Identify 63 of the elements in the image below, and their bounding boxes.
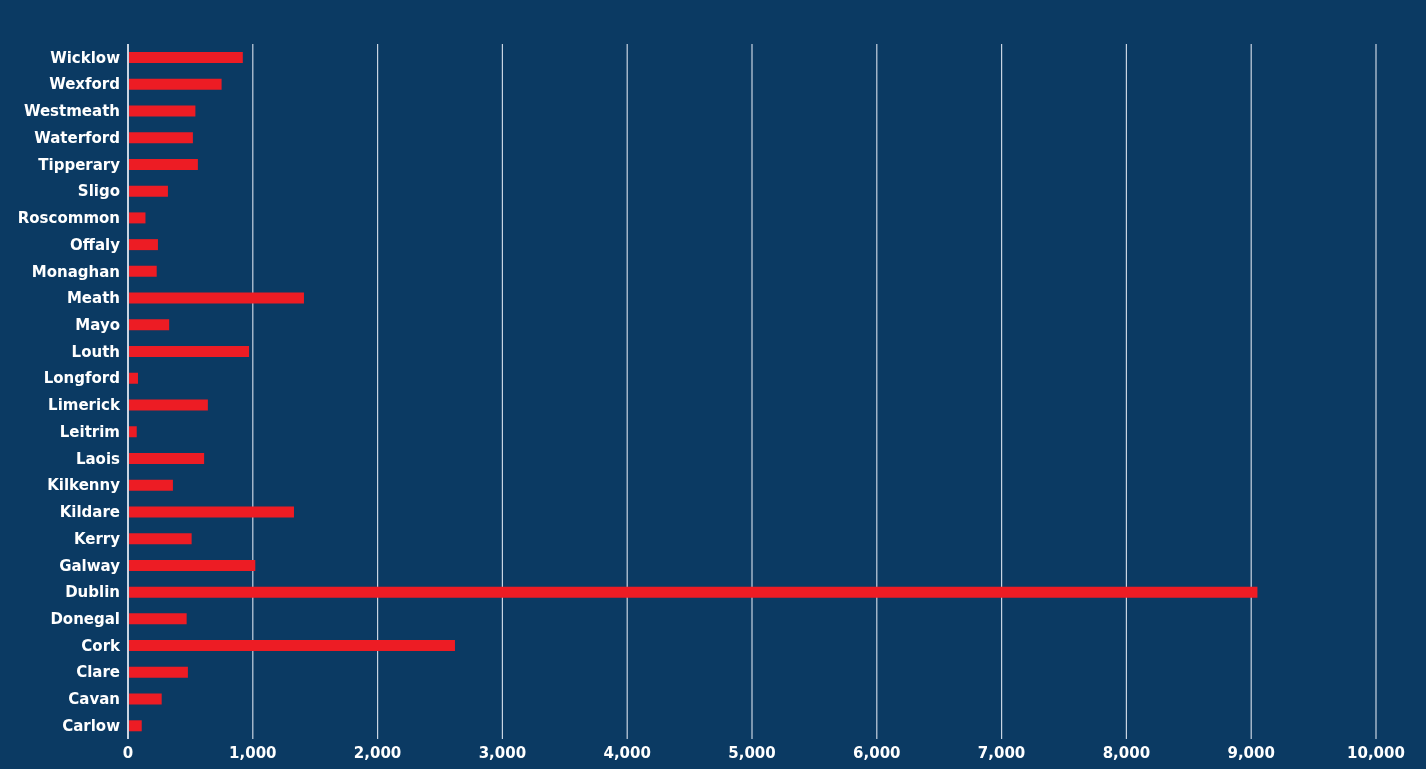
bar [128,346,250,358]
y-tick-label: Donegal [50,610,120,629]
y-tick-label: Sligo [77,182,120,201]
y-tick-label: Cork [81,636,122,655]
y-tick-label: Wexford [49,75,120,94]
y-tick-label: Cavan [68,690,120,709]
bar [128,613,187,625]
y-tick-label: Waterford [34,128,120,147]
bar [128,693,162,705]
y-tick-label: Offaly [70,235,121,254]
x-tick-label: 9,000 [1227,743,1275,762]
y-tick-label: Galway [59,556,121,575]
x-tick-label: 1,000 [229,743,277,762]
bar [128,132,193,144]
y-tick-label: Kilkenny [47,476,121,495]
bar [128,666,188,678]
bar [128,212,146,224]
y-tick-label: Leitrim [59,422,120,441]
bar [128,372,138,384]
bar [128,720,142,732]
y-tick-label: Louth [71,342,120,361]
x-tick-label: 7,000 [977,743,1026,762]
bar [128,559,256,571]
bar [128,533,192,545]
x-tick-label: 5,000 [728,743,776,762]
bar [128,399,208,411]
bar [128,105,196,117]
y-tick-label: Limerick [48,396,122,415]
y-tick-label: Laois [75,449,121,468]
bar [128,78,222,90]
bar [128,158,198,170]
y-tick-label: Clare [76,663,120,682]
bar [128,479,173,491]
y-tick-label: Mayo [75,316,120,334]
y-tick-label: Wicklow [50,48,121,67]
y-tick-label: Dublin [65,583,120,602]
bar [128,426,137,438]
bar [128,506,294,518]
y-tick-label: Monaghan [31,262,120,281]
y-tick-label: Kildare [59,503,120,522]
y-tick-label: Roscommon [17,209,120,228]
x-tick-label: 3,000 [478,743,527,762]
bar [128,52,243,64]
y-tick-label: Carlow [62,716,121,735]
bar [128,239,158,251]
bar [128,185,168,197]
x-tick-label: 2,000 [353,743,402,762]
bar [128,586,1258,598]
y-tick-label: Westmeath [23,102,120,121]
y-tick-label: Longford [43,369,120,388]
x-tick-label: 10,000 [1347,743,1405,762]
bar [128,640,455,652]
bar [128,265,157,277]
y-tick-label: Meath [66,289,120,308]
x-tick-label: 0 [122,743,134,762]
x-tick-label: 6,000 [853,743,901,762]
bar [128,319,170,331]
x-tick-label: 4,000 [603,743,651,762]
y-tick-label: Tipperary [38,155,121,174]
bar [128,452,205,464]
x-tick-label: 8,000 [1102,743,1151,762]
bar [128,292,304,304]
y-tick-label: Kerry [73,529,121,548]
